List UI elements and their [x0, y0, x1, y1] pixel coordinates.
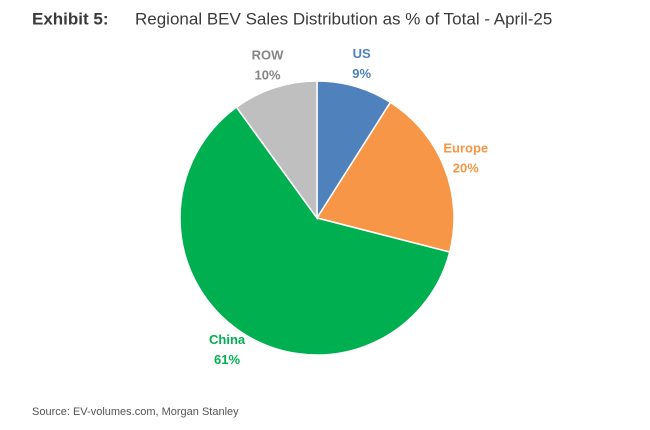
pie-slice: [235, 80, 318, 221]
slice-label: Europe: [443, 141, 488, 156]
slice-value-label: 9%: [352, 66, 371, 81]
slice-value-label: 61%: [214, 352, 240, 367]
pie-slice: [315, 101, 455, 253]
chart-title: Regional BEV Sales Distribution as % of …: [135, 9, 552, 28]
source-note: Source: EV-volumes.com, Morgan Stanley: [32, 406, 239, 418]
slice-label: China: [209, 332, 246, 347]
slice-value-label: 20%: [453, 161, 479, 176]
slice-value-label: 10%: [255, 67, 281, 82]
slice-label: ROW: [252, 47, 285, 62]
pie-slice: [179, 106, 451, 356]
slice-label: US: [353, 46, 371, 61]
exhibit-label: Exhibit 5:: [32, 9, 109, 28]
